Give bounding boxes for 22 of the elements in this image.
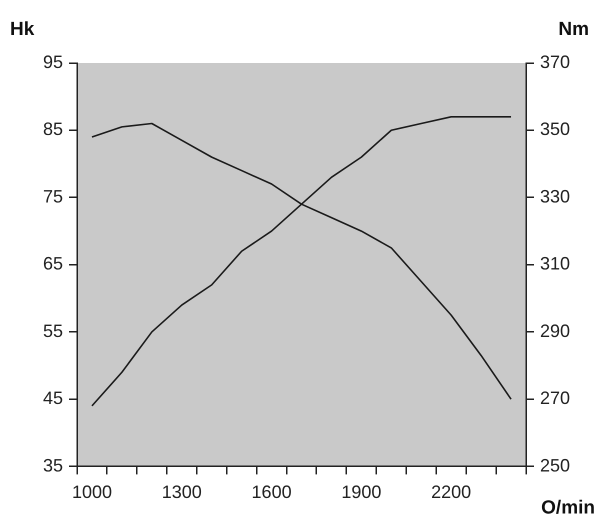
x-tick-label: 2200 <box>431 482 472 502</box>
y2-tick-label: 270 <box>540 388 570 408</box>
y-tick-label: 95 <box>42 52 63 72</box>
y-tick-label: 75 <box>42 186 63 206</box>
y-tick-label: 35 <box>42 455 63 476</box>
y-tick-label: 45 <box>42 388 63 408</box>
y-axis-title: Hk <box>10 19 35 40</box>
y2-tick-label: 250 <box>540 455 570 476</box>
x-tick-label: 1900 <box>341 482 382 502</box>
y2-tick-label: 370 <box>540 52 570 72</box>
y2-tick-label: 330 <box>540 186 570 206</box>
y2-tick-label: 290 <box>540 320 570 341</box>
x-axis-title: O/min <box>541 498 595 519</box>
x-tick-label: 1000 <box>72 482 112 502</box>
y-tick-label: 65 <box>42 254 63 274</box>
x-tick-label: 1600 <box>252 482 292 502</box>
y2-axis-title: Nm <box>558 19 589 40</box>
y-tick-label: 55 <box>42 320 63 341</box>
y-tick-label: 85 <box>42 119 63 140</box>
x-tick-label: 1300 <box>162 482 202 502</box>
y2-tick-label: 310 <box>540 254 570 274</box>
y2-tick-label: 350 <box>540 119 570 140</box>
